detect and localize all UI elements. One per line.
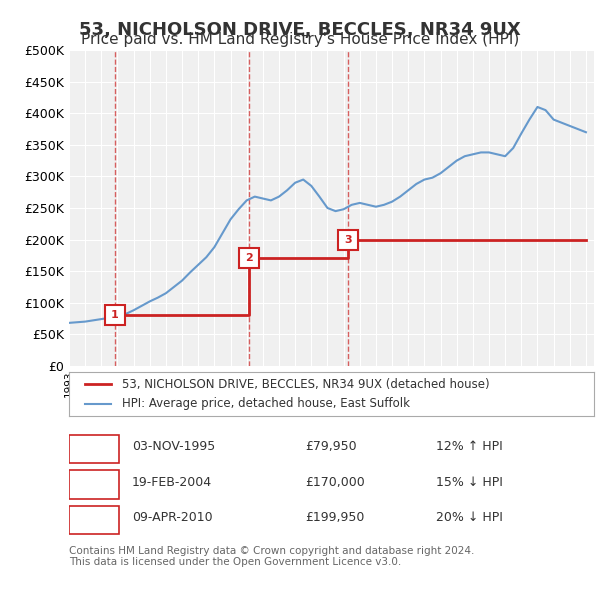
Text: 03-NOV-1995: 03-NOV-1995 — [132, 440, 215, 453]
Text: 20% ↓ HPI: 20% ↓ HPI — [437, 511, 503, 524]
Text: 1: 1 — [111, 310, 119, 320]
Text: £170,000: £170,000 — [305, 476, 365, 489]
Text: 2: 2 — [245, 254, 253, 264]
FancyBboxPatch shape — [69, 470, 119, 499]
Text: £79,950: £79,950 — [305, 440, 357, 453]
Text: 12% ↑ HPI: 12% ↑ HPI — [437, 440, 503, 453]
Text: 3: 3 — [344, 235, 352, 245]
Text: 1: 1 — [88, 440, 97, 453]
Text: £199,950: £199,950 — [305, 511, 365, 524]
FancyBboxPatch shape — [69, 435, 119, 463]
Text: 09-APR-2010: 09-APR-2010 — [132, 511, 212, 524]
Text: 53, NICHOLSON DRIVE, BECCLES, NR34 9UX: 53, NICHOLSON DRIVE, BECCLES, NR34 9UX — [79, 21, 521, 39]
Text: 15% ↓ HPI: 15% ↓ HPI — [437, 476, 503, 489]
FancyBboxPatch shape — [69, 506, 119, 534]
Text: 53, NICHOLSON DRIVE, BECCLES, NR34 9UX (detached house): 53, NICHOLSON DRIVE, BECCLES, NR34 9UX (… — [121, 378, 489, 391]
Text: 19-FEB-2004: 19-FEB-2004 — [132, 476, 212, 489]
Text: Contains HM Land Registry data © Crown copyright and database right 2024.
This d: Contains HM Land Registry data © Crown c… — [69, 546, 475, 568]
Text: HPI: Average price, detached house, East Suffolk: HPI: Average price, detached house, East… — [121, 397, 409, 410]
Text: 2: 2 — [88, 476, 97, 489]
Text: 3: 3 — [88, 511, 97, 524]
Text: Price paid vs. HM Land Registry's House Price Index (HPI): Price paid vs. HM Land Registry's House … — [81, 32, 519, 47]
